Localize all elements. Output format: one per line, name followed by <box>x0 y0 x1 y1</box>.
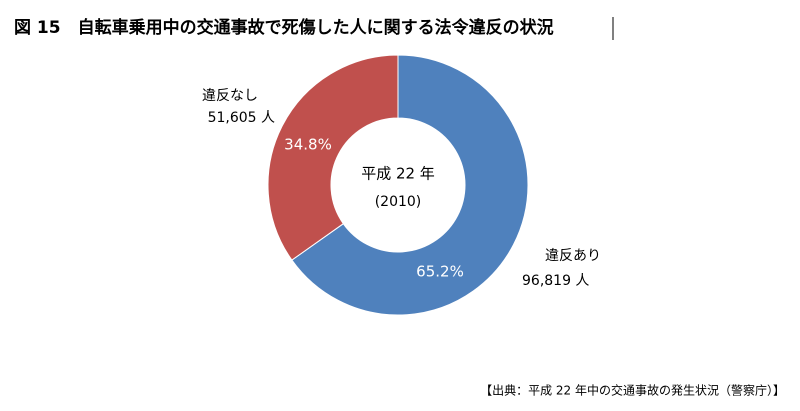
percent-label: 34.8% <box>284 136 332 154</box>
donut-segment <box>291 54 529 316</box>
count-label: 51,605 人 <box>208 110 275 126</box>
category-label: 違反あり <box>545 248 601 264</box>
category-label: 違反なし <box>202 88 258 104</box>
source-note: 【出典：平成 22 年中の交通事故の発生状況（警察庁）】 <box>480 383 785 398</box>
center-label: 平成 22 年 <box>361 165 435 183</box>
donut-segment <box>267 54 399 261</box>
center-label: (2010) <box>375 194 422 210</box>
percent-label: 65.2% <box>416 263 464 281</box>
chart-title: 図 15 自転車乗用中の交通事故で死傷した人に関する法令違反の状況 <box>14 17 554 38</box>
count-label: 96,819 人 <box>522 273 589 289</box>
